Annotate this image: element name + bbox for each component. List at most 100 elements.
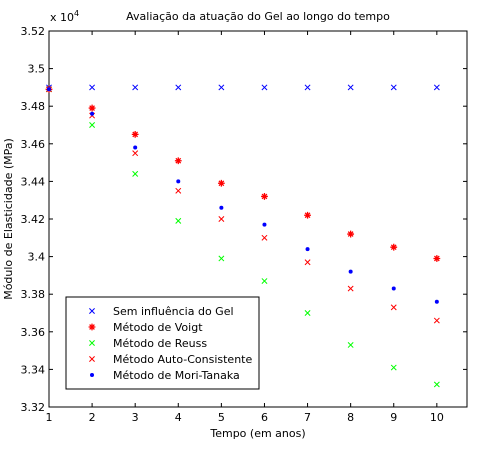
data-point-glyph xyxy=(304,84,311,91)
data-point xyxy=(90,111,95,116)
data-point-glyph xyxy=(304,211,311,219)
data-point-glyph xyxy=(175,84,182,91)
series-2 xyxy=(45,85,441,262)
data-point xyxy=(433,255,441,262)
legend-marker-glyph xyxy=(89,308,95,314)
data-point xyxy=(261,278,268,284)
data-point-glyph xyxy=(390,243,398,251)
data-point xyxy=(132,150,139,157)
data-point xyxy=(304,84,311,91)
data-point-glyph xyxy=(305,247,310,252)
x-tick-label: 5 xyxy=(218,411,225,424)
data-point-glyph xyxy=(219,205,224,210)
data-point xyxy=(347,84,354,91)
y-exponent-power: 4 xyxy=(74,9,79,18)
data-point-glyph xyxy=(175,187,182,194)
legend-label: Sem influência do Gel xyxy=(113,305,234,318)
data-point xyxy=(261,193,268,200)
data-point xyxy=(175,187,182,194)
x-tick-label: 7 xyxy=(304,411,311,424)
data-point-glyph xyxy=(132,150,139,157)
data-point xyxy=(218,216,225,222)
data-point xyxy=(390,364,397,371)
data-point xyxy=(217,179,225,187)
data-point-glyph xyxy=(261,193,268,200)
data-point-glyph xyxy=(218,255,225,262)
x-tick-label: 4 xyxy=(175,411,182,424)
data-point xyxy=(433,84,440,91)
data-point xyxy=(304,310,311,316)
y-tick-label: 3.32 xyxy=(21,401,46,414)
data-point-glyph xyxy=(218,216,225,222)
data-point xyxy=(175,84,182,91)
chart-title: Avaliação da atuação do Gel ao longo do … xyxy=(126,10,390,23)
data-point-glyph xyxy=(347,342,354,348)
y-tick-label: 3.46 xyxy=(21,138,46,151)
data-point-glyph xyxy=(261,278,268,284)
data-point xyxy=(261,84,268,91)
data-point-glyph xyxy=(90,111,95,116)
data-point xyxy=(391,286,396,291)
data-point-glyph xyxy=(390,304,397,311)
y-tick-label: 3.52 xyxy=(21,25,46,38)
data-point xyxy=(348,269,353,274)
data-point-glyph xyxy=(304,259,311,266)
data-point-glyph xyxy=(391,286,396,291)
data-point-glyph xyxy=(261,234,268,241)
data-point xyxy=(218,255,225,262)
legend-marker xyxy=(89,356,95,362)
data-point-glyph xyxy=(47,87,51,92)
data-point xyxy=(131,131,139,138)
tick-labels: 1 2 3 4 5 6 7 8 9 10 3.32 3.34 3.36 3.38 3.4 3.42 3.44 3.… xyxy=(21,25,444,424)
x-tick-label: 1 xyxy=(46,411,53,424)
data-point xyxy=(89,84,96,91)
data-point xyxy=(132,170,139,177)
legend-box xyxy=(65,296,260,390)
data-point xyxy=(347,285,354,292)
data-point xyxy=(176,179,181,184)
y-tick-label: 3.36 xyxy=(21,326,46,339)
x-tick-label: 2 xyxy=(89,411,96,424)
data-point xyxy=(218,84,225,91)
data-point xyxy=(262,222,267,227)
legend-entry: Método de Mori-Tanaka xyxy=(90,369,240,382)
data-marks xyxy=(45,84,441,388)
legend-marker-glyph xyxy=(89,340,95,346)
data-point-glyph xyxy=(433,255,441,262)
data-point-glyph xyxy=(433,381,440,388)
data-point-glyph xyxy=(176,179,181,184)
data-point-glyph xyxy=(217,179,225,187)
data-point xyxy=(219,205,224,210)
y-axis-title: Módulo de Elasticidade (MPa) xyxy=(2,138,15,300)
data-point-glyph xyxy=(131,131,139,138)
axis-ticks xyxy=(48,30,467,408)
y-tick-label: 3.5 xyxy=(28,63,46,76)
data-point-glyph xyxy=(174,157,182,165)
legend-marker xyxy=(90,373,94,377)
data-point xyxy=(390,243,398,251)
y-tick-label: 3.44 xyxy=(21,175,46,188)
data-point-glyph xyxy=(132,84,139,91)
legend-label: Método de Mori-Tanaka xyxy=(113,369,240,382)
data-point xyxy=(175,217,182,224)
y-exponent-label: x 104 xyxy=(50,9,79,24)
legend-marker-glyph xyxy=(89,356,95,362)
y-tick-label: 3.34 xyxy=(21,363,46,376)
data-point-glyph xyxy=(390,84,397,91)
data-point xyxy=(261,234,268,241)
legend-marker-glyph xyxy=(90,373,94,377)
legend-entry: Método Auto-Consistente xyxy=(89,353,252,366)
data-point-glyph xyxy=(218,84,225,91)
data-point xyxy=(390,304,397,311)
data-point xyxy=(434,299,439,304)
legend: Sem influência do Gel Método de Voigt Méto… xyxy=(65,296,260,390)
y-exponent-base: x 10 xyxy=(50,11,74,24)
data-point xyxy=(433,381,440,388)
legend-marker xyxy=(88,323,96,331)
data-point xyxy=(433,317,440,324)
data-point xyxy=(89,122,96,128)
data-point-glyph xyxy=(434,299,439,304)
legend-label: Método de Voigt xyxy=(113,321,203,334)
data-point-glyph xyxy=(88,104,96,112)
x-axis-title: Tempo (em anos) xyxy=(209,427,305,440)
